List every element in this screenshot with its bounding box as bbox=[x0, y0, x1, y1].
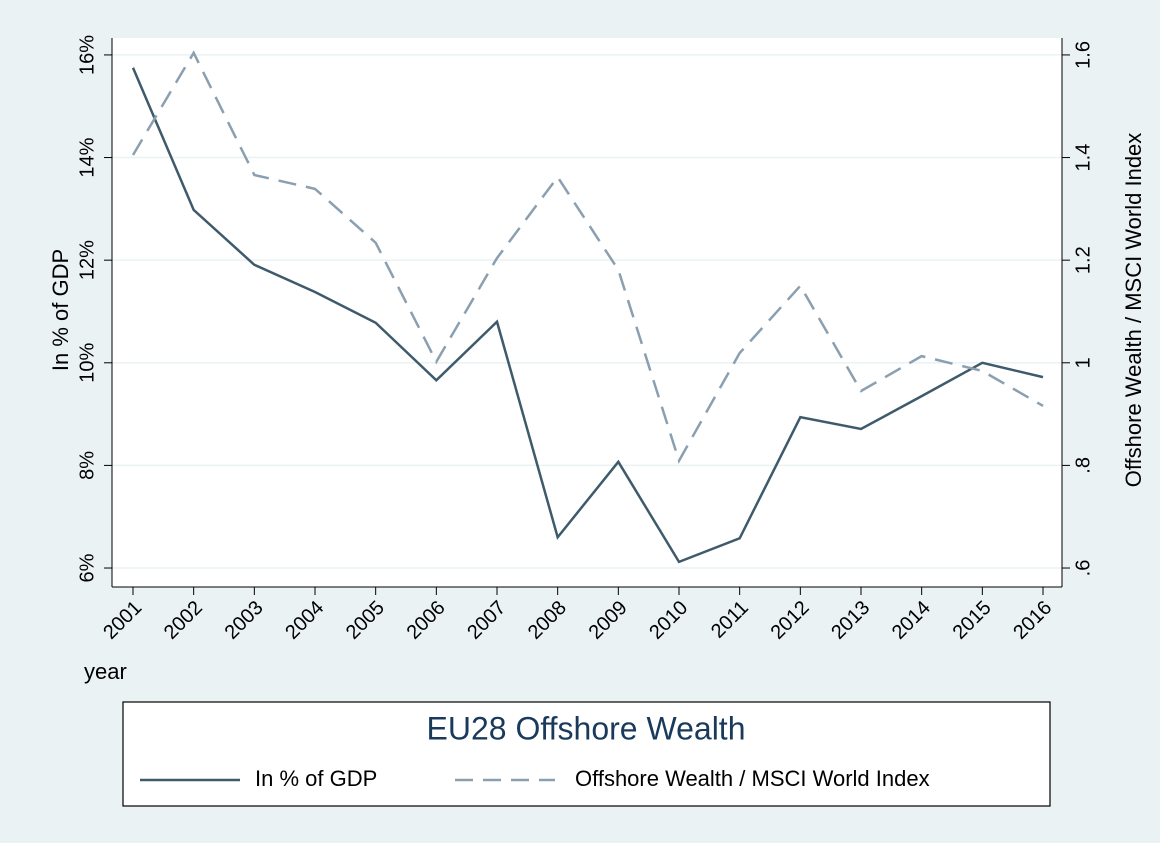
y-tick-label: 16% bbox=[76, 35, 98, 75]
y-axis-title: In % of GDP bbox=[48, 249, 73, 371]
y2-tick-label: 1.2 bbox=[1072, 246, 1094, 274]
x-tick-label: 2004 bbox=[281, 597, 328, 644]
legend-label: In % of GDP bbox=[255, 766, 377, 791]
x-tick-label: 2005 bbox=[342, 597, 389, 644]
x-tick-label: 2015 bbox=[949, 597, 996, 644]
y2-tick-label: 1.4 bbox=[1072, 144, 1094, 172]
line-series bbox=[131, 67, 1044, 564]
x-tick-label: 2001 bbox=[99, 597, 146, 644]
y-tick-label: 8% bbox=[76, 451, 98, 480]
x-tick-label: 2003 bbox=[221, 597, 268, 644]
y-tick-label: 12% bbox=[76, 240, 98, 280]
y2-tick-label: 1 bbox=[1072, 357, 1094, 368]
x-tick-label: 2012 bbox=[767, 597, 814, 644]
x-tick-label: 2013 bbox=[827, 597, 874, 644]
y-tick-label: 14% bbox=[76, 137, 98, 177]
y2-tick-label: .6 bbox=[1072, 560, 1094, 577]
plot-area bbox=[112, 38, 1062, 587]
x-tick-label: 2002 bbox=[160, 597, 207, 644]
y-tick-label: 10% bbox=[76, 343, 98, 383]
x-tick-label: 2014 bbox=[888, 597, 935, 644]
x-tick-label: 2016 bbox=[1009, 597, 1056, 644]
legend-title: EU28 Offshore Wealth bbox=[427, 710, 746, 746]
x-axis-title: year bbox=[84, 659, 127, 684]
y2-tick-label: 1.6 bbox=[1072, 41, 1094, 69]
line-series bbox=[131, 50, 1044, 464]
x-tick-label: 2011 bbox=[707, 597, 753, 643]
y2-axis-title: Offshore Wealth / MSCI World Index bbox=[1121, 133, 1146, 488]
legend-label: Offshore Wealth / MSCI World Index bbox=[575, 766, 930, 791]
x-tick-label: 2010 bbox=[645, 597, 692, 644]
y-tick-label: 6% bbox=[76, 553, 98, 582]
legend bbox=[122, 701, 1051, 807]
x-tick-label: 2008 bbox=[524, 597, 571, 644]
y2-tick-label: .8 bbox=[1072, 457, 1094, 474]
x-tick-label: 2006 bbox=[403, 597, 450, 644]
x-tick-label: 2009 bbox=[585, 597, 632, 644]
x-tick-label: 2007 bbox=[463, 597, 510, 644]
